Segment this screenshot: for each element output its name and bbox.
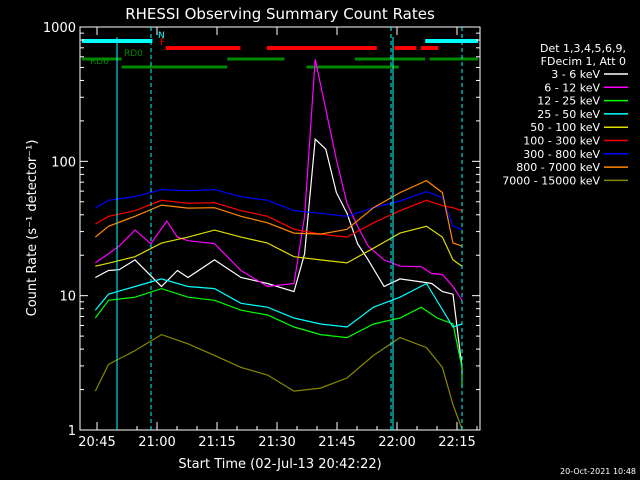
series-line-6 (94, 188, 463, 230)
legend-header-line-2: FDecim 1, Att 0 (541, 55, 626, 68)
footer-timestamp: 20-Oct-2021 10:48 (560, 467, 636, 476)
series-line-3 (94, 278, 463, 328)
y-tick-label-1: 10 (59, 290, 76, 305)
bar-label-N: N (158, 31, 165, 41)
legend-label-8: 7000 - 15000 keV (502, 174, 600, 187)
series-line-5 (94, 199, 463, 238)
x-tick-label-1: 21:00 (138, 435, 175, 450)
legend-label-1: 6 - 12 keV (544, 81, 600, 94)
y-tick-label-3: 1000 (43, 21, 76, 36)
y-tick-label-0: 1 (68, 424, 76, 439)
legend-header-line-1: Det 1,3,4,5,6,9, (540, 42, 626, 55)
legend-label-7: 800 - 7000 keV (516, 161, 600, 174)
bar-label-RD0: RD0 (124, 49, 143, 59)
x-tick-label-0: 20:45 (78, 435, 115, 450)
series-line-7 (94, 179, 463, 247)
legend-label-2: 12 - 25 keV (537, 95, 600, 108)
bar-label-F: F (160, 38, 165, 48)
series-line-2 (94, 287, 463, 389)
legend: Det 1,3,4,5,6,9, FDecim 1, Att 0 3 - 6 k… (502, 42, 628, 187)
x-tick-label-2: 21:15 (198, 435, 235, 450)
legend-label-0: 3 - 6 keV (551, 68, 600, 81)
bar-label-RD6: RD6 (90, 57, 109, 67)
legend-label-5: 100 - 300 keV (523, 135, 600, 148)
series-line-8 (94, 333, 463, 430)
legend-label-3: 25 - 50 keV (537, 108, 600, 121)
chart-title: RHESSI Observing Summary Count Rates (125, 5, 435, 23)
x-tick-label-5: 22:00 (378, 435, 415, 450)
legend-label-4: 50 - 100 keV (530, 121, 600, 134)
x-axis-label: Start Time (02-Jul-13 20:42:22) (178, 457, 381, 472)
series-line-0 (95, 137, 463, 375)
y-tick-label-2: 100 (51, 155, 76, 170)
legend-label-6: 300 - 800 keV (523, 148, 600, 161)
x-tick-label-4: 21:45 (318, 435, 355, 450)
y-axis-label: Count Rate (s⁻¹ detector⁻¹) (25, 140, 40, 317)
status-bars: NF RD0 RD6 (82, 31, 478, 69)
series-lines (94, 59, 463, 430)
x-tick-label-3: 21:30 (258, 435, 295, 450)
series-line-4 (95, 225, 463, 267)
axes: 20:45 21:00 21:15 21:30 21:45 22:00 22:15 1 10 10… (43, 21, 480, 450)
plot-frame (79, 26, 481, 431)
series-line-1 (94, 59, 463, 301)
x-tick-label-6: 22:15 (438, 435, 475, 450)
